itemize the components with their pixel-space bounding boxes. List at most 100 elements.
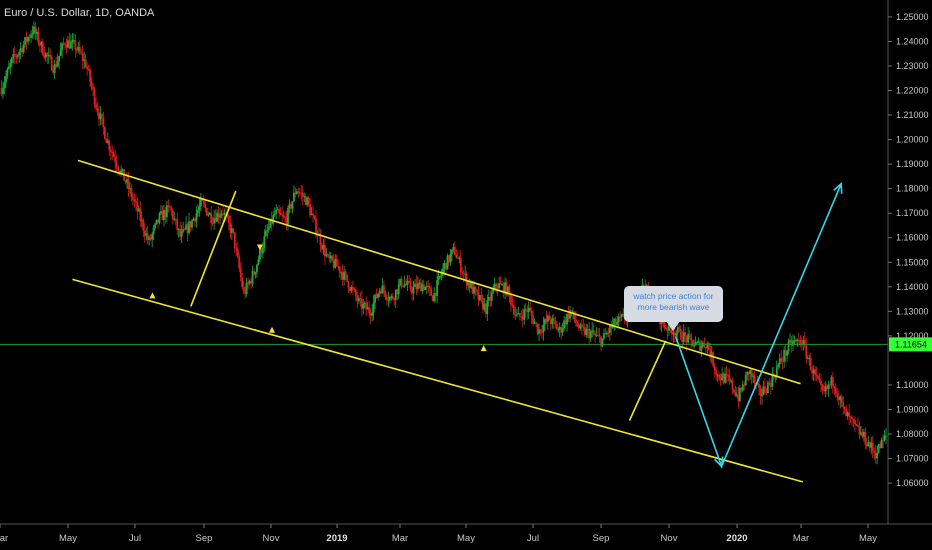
candle — [34, 22, 37, 40]
candle — [871, 435, 874, 459]
candle — [515, 308, 518, 318]
candle — [195, 206, 198, 228]
candle — [840, 394, 843, 408]
candle — [59, 42, 62, 57]
candle — [173, 211, 176, 222]
candle — [18, 49, 21, 64]
candle — [321, 242, 323, 253]
x-tick-label: May — [859, 533, 877, 544]
candle — [502, 282, 505, 298]
x-tick-label: Sep — [196, 533, 213, 544]
candle — [41, 38, 44, 57]
candle — [536, 323, 539, 336]
candle — [563, 316, 566, 331]
candle — [539, 329, 542, 336]
candle — [480, 287, 483, 304]
candle — [232, 228, 235, 235]
candle — [391, 292, 394, 301]
candle — [603, 328, 605, 340]
candle — [424, 286, 427, 291]
candle — [267, 219, 270, 233]
candle — [476, 289, 478, 296]
candle — [554, 316, 557, 329]
candle — [793, 335, 796, 345]
candle — [247, 277, 250, 290]
candle — [179, 221, 182, 241]
candle — [855, 423, 858, 427]
x-tick-label: Mar — [0, 533, 8, 544]
candle — [579, 322, 582, 331]
candle — [157, 219, 159, 229]
candle — [143, 222, 146, 243]
candle — [809, 352, 812, 371]
candle — [703, 337, 706, 348]
candle — [458, 255, 461, 264]
candle — [344, 269, 347, 281]
y-tick-label: 1.06000 — [896, 478, 929, 488]
candle — [688, 330, 691, 340]
trend-line — [628, 340, 667, 421]
candle — [487, 289, 490, 307]
candle — [189, 221, 192, 232]
candle — [614, 317, 617, 330]
candle — [38, 40, 41, 53]
candle — [526, 304, 529, 320]
candle — [520, 310, 523, 322]
candle — [759, 384, 762, 405]
candle — [805, 337, 808, 364]
candle — [706, 341, 709, 354]
candle — [753, 370, 756, 390]
candle — [588, 321, 591, 344]
candle — [306, 196, 309, 208]
x-tick-label: 2019 — [326, 533, 347, 544]
chart-title: Euro / U.S. Dollar, 1D, OANDA — [4, 7, 155, 19]
candle — [222, 206, 224, 223]
candle — [406, 275, 409, 292]
candle — [298, 187, 301, 197]
candle — [92, 83, 94, 96]
x-tick-label: 2020 — [726, 533, 747, 544]
channel-upper-line — [77, 159, 801, 385]
candle — [861, 428, 864, 439]
candle — [557, 326, 560, 333]
candle — [211, 216, 214, 227]
candle — [304, 193, 307, 206]
candle — [606, 330, 608, 338]
candle — [134, 193, 137, 211]
candle — [84, 53, 87, 69]
candle — [802, 335, 805, 351]
candle — [411, 286, 413, 301]
y-tick-label: 1.25000 — [896, 12, 929, 22]
candle — [446, 253, 449, 270]
candle — [523, 304, 526, 325]
y-tick-label: 1.13000 — [896, 306, 929, 316]
candle — [115, 154, 118, 172]
candle — [771, 367, 774, 391]
candle — [541, 324, 543, 340]
candle — [713, 362, 716, 378]
candle — [244, 286, 247, 299]
candle — [177, 228, 180, 238]
candle — [50, 54, 53, 72]
candle — [105, 138, 108, 143]
candle — [789, 333, 791, 344]
candle — [600, 335, 602, 352]
candle — [242, 280, 245, 295]
candle — [393, 296, 396, 306]
candle — [535, 321, 537, 328]
candle — [733, 388, 735, 395]
candle — [495, 282, 498, 294]
candle — [326, 252, 329, 258]
candle — [295, 188, 298, 195]
last-price-label: 1.11654 — [895, 339, 927, 349]
candle — [564, 316, 567, 329]
candle — [228, 213, 230, 231]
candle — [384, 290, 387, 301]
candle — [241, 272, 244, 290]
candle — [261, 242, 264, 259]
candle — [15, 53, 18, 64]
annotation-callout[interactable]: watch price action for more bearish wave — [624, 286, 723, 322]
candle — [498, 276, 501, 290]
